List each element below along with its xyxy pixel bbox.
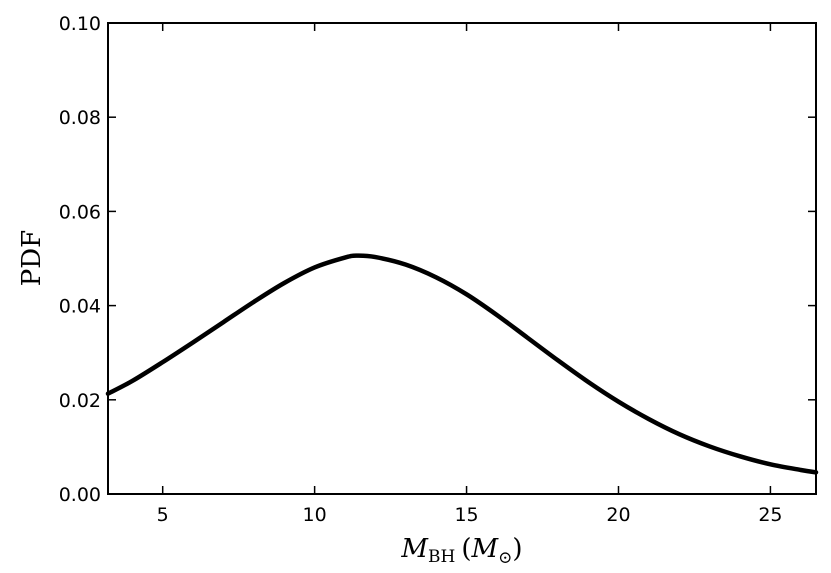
x-tick-label: 10	[303, 504, 327, 526]
y-tick-label: 0.08	[59, 107, 101, 129]
x-axis-label-unit: M	[471, 534, 500, 564]
x-tick-label: 15	[454, 504, 478, 526]
x-axis-label-sub: BH	[428, 547, 455, 567]
x-tick-labels: 5 10 15 20 25	[157, 504, 783, 526]
x-tick-label: 5	[157, 504, 169, 526]
plot-frame	[107, 22, 817, 495]
y-axis-label: PDF	[17, 230, 47, 286]
y-tick-label: 0.00	[59, 484, 101, 506]
pdf-curve	[105, 253, 819, 475]
y-tick-labels: 0.00 0.02 0.04 0.06 0.08 0.10	[59, 13, 101, 506]
tick-marks	[108, 22, 816, 495]
y-tick-label: 0.02	[59, 390, 101, 412]
y-tick-label: 0.10	[59, 13, 101, 35]
x-axis-label-open-paren: (	[461, 534, 471, 564]
y-tick-label: 0.06	[59, 201, 101, 223]
x-tick-label: 20	[606, 504, 630, 526]
y-tick-label: 0.04	[59, 296, 101, 318]
x-tick-label: 25	[758, 504, 782, 526]
x-axis-label-main: M	[400, 534, 429, 564]
x-axis-label-unit-sub: ⊙	[498, 548, 512, 568]
x-axis-label: MBH (M⊙)	[400, 534, 522, 568]
x-axis-label-close-paren: )	[512, 534, 522, 564]
